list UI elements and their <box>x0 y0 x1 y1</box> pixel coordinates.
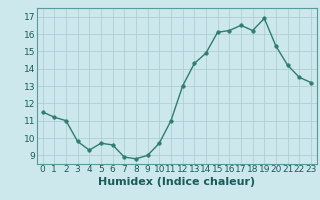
X-axis label: Humidex (Indice chaleur): Humidex (Indice chaleur) <box>98 177 255 187</box>
